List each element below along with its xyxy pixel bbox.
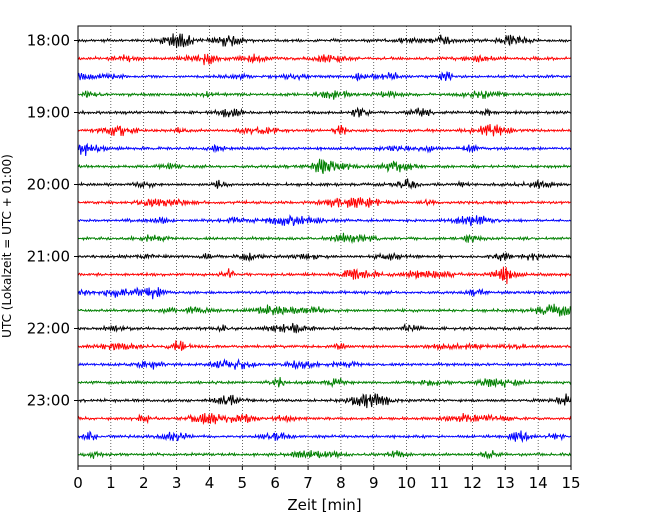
y-tick-label-2000: 20:00 [27, 176, 70, 194]
y-axis-ticks: 18:00 19:00 20:00 21:00 22:00 23:00 [27, 32, 78, 410]
x-tick-label-2: 2 [139, 474, 149, 492]
trace-2315 [77, 412, 572, 426]
trace-1830 [77, 71, 572, 82]
y-axis-label: UTC (Lokalzeit = UTC + 01:00) [0, 154, 14, 338]
x-tick-label-6: 6 [270, 474, 280, 492]
trace-lines [77, 33, 572, 460]
trace-2345 [77, 449, 572, 460]
trace-1800 [77, 33, 572, 49]
trace-2130 [77, 286, 572, 300]
y-tick-label-1800: 18:00 [27, 32, 70, 50]
x-tick-label-1: 1 [106, 474, 116, 492]
x-axis-ticks: 0 1 2 3 4 5 6 7 8 9 10 11 12 13 14 15 [73, 466, 581, 492]
plot-frame [77, 25, 572, 467]
trace-2030 [77, 214, 572, 227]
x-axis-label: Zeit [min] [287, 496, 361, 514]
trace-1945 [77, 158, 572, 174]
trace-2100 [77, 251, 572, 263]
x-tick-label-8: 8 [336, 474, 346, 492]
x-tick-label-4: 4 [205, 474, 215, 492]
trace-2045 [77, 232, 572, 245]
x-tick-label-13: 13 [496, 474, 515, 492]
x-tick-label-14: 14 [529, 474, 548, 492]
y-tick-label-2200: 22:00 [27, 320, 70, 338]
y-tick-label-2300: 23:00 [27, 392, 70, 410]
trace-2200 [77, 322, 572, 334]
x-tick-label-12: 12 [463, 474, 482, 492]
trace-2015 [77, 197, 571, 208]
trace-2115 [77, 266, 572, 285]
trace-2245 [77, 377, 572, 389]
y-tick-label-1900: 19:00 [27, 104, 70, 122]
trace-1815 [77, 53, 572, 66]
trace-2145 [77, 303, 572, 317]
trace-2215 [77, 340, 572, 351]
trace-1845 [77, 89, 572, 100]
x-tick-label-9: 9 [369, 474, 379, 492]
x-tick-label-10: 10 [397, 474, 416, 492]
x-tick-label-5: 5 [238, 474, 248, 492]
trace-2330 [77, 430, 572, 444]
x-tick-label-15: 15 [561, 474, 580, 492]
trace-2300 [77, 393, 572, 409]
trace-1900 [77, 106, 572, 118]
trace-1915 [77, 123, 572, 137]
trace-2230 [77, 358, 572, 371]
x-tick-label-0: 0 [73, 474, 83, 492]
grid-lines [110, 26, 539, 466]
trace-2000 [77, 178, 572, 190]
x-tick-label-7: 7 [303, 474, 313, 492]
x-tick-label-11: 11 [430, 474, 449, 492]
y-tick-label-2100: 21:00 [27, 248, 70, 266]
trace-1930 [77, 142, 572, 157]
x-tick-label-3: 3 [172, 474, 182, 492]
